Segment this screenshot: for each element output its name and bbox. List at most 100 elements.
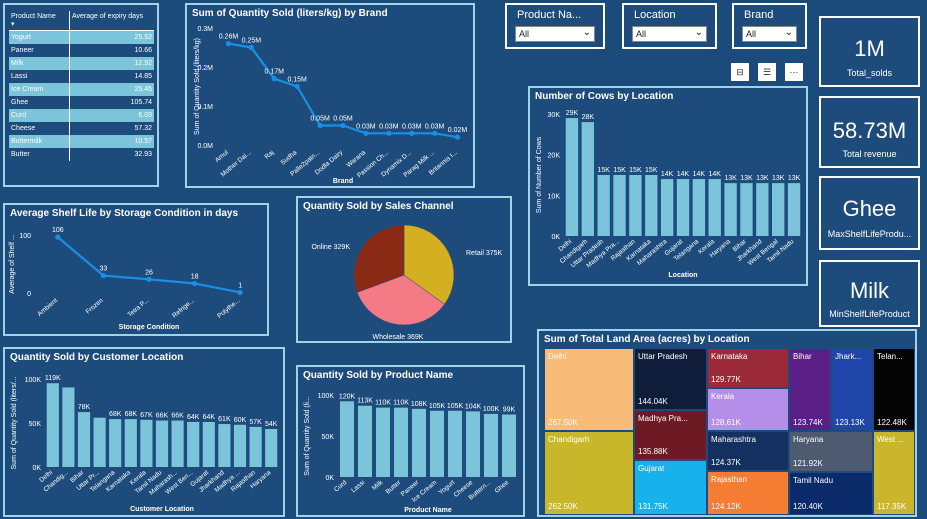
pie-slice[interactable] <box>403 224 455 305</box>
treemap-cell[interactable]: Kerala 128.61K <box>707 388 789 431</box>
bar[interactable] <box>265 428 278 467</box>
data-point[interactable] <box>340 122 346 129</box>
table-row[interactable]: Milk 12.92 <box>9 57 154 70</box>
treemap-cell[interactable]: Delhi 267.50K <box>544 348 634 431</box>
treemap-cell[interactable]: Gujarat 131.75K <box>634 460 707 515</box>
bar[interactable] <box>708 179 721 236</box>
bar[interactable] <box>756 183 769 236</box>
data-point[interactable] <box>248 44 254 51</box>
table-row[interactable]: Butter 32.93 <box>9 148 154 161</box>
bar[interactable] <box>375 407 391 477</box>
pie-slice[interactable] <box>356 274 445 326</box>
bar[interactable] <box>249 426 262 467</box>
location-slicer[interactable]: Location All ⌄ <box>622 3 717 49</box>
bar[interactable] <box>124 419 137 467</box>
data-point[interactable] <box>363 130 369 136</box>
bar[interactable] <box>772 183 785 236</box>
location-slicer-select[interactable]: All ⌄ <box>632 26 707 42</box>
brand-slicer-select[interactable]: All ⌄ <box>742 26 797 42</box>
bar[interactable] <box>233 424 247 467</box>
bar[interactable] <box>447 410 463 477</box>
bar[interactable] <box>140 419 153 467</box>
bar[interactable] <box>429 410 445 477</box>
bar[interactable] <box>357 405 373 477</box>
bar[interactable] <box>93 417 106 467</box>
treemap-cell[interactable]: Chandigarh 262.50K <box>544 431 634 515</box>
data-point[interactable] <box>225 41 232 47</box>
table-row[interactable]: Lassi 14.85 <box>9 70 154 83</box>
data-point[interactable] <box>386 130 392 136</box>
data-point[interactable] <box>192 280 198 287</box>
treemap-cell[interactable]: Maharashtra 124.37K <box>707 431 789 471</box>
data-point[interactable] <box>454 134 461 140</box>
bar[interactable] <box>77 412 91 467</box>
bar[interactable] <box>218 424 231 467</box>
table-row[interactable]: Cheese 57.32 <box>9 122 154 135</box>
data-point[interactable] <box>100 273 106 279</box>
treemap-cell[interactable]: Telan... 122.48K <box>873 348 915 431</box>
bar[interactable] <box>339 401 355 477</box>
chevron-down-icon[interactable]: ⌄ <box>694 27 703 38</box>
bar[interactable] <box>724 183 737 236</box>
bar[interactable] <box>597 175 610 236</box>
bar[interactable] <box>629 175 642 236</box>
data-point[interactable] <box>146 276 152 282</box>
bar[interactable] <box>787 183 801 236</box>
sort-desc-icon[interactable]: ▾ <box>11 21 15 28</box>
treemap-cell[interactable]: Jhark... 123.13K <box>831 348 873 431</box>
col-header-product[interactable]: Product Name <box>11 13 56 20</box>
chevron-down-icon[interactable]: ⌄ <box>784 27 793 38</box>
bar[interactable] <box>613 175 626 236</box>
data-point[interactable] <box>317 122 323 129</box>
brand-slicer[interactable]: Brand All ⌄ <box>732 3 807 49</box>
treemap-cell[interactable]: Tamil Nadu 120.40K <box>789 472 873 515</box>
treemap-cell[interactable]: Madhya Pra... 135.88K <box>634 410 707 460</box>
table-row[interactable]: Buttermilk 10.57 <box>9 135 154 148</box>
bar[interactable] <box>565 118 579 236</box>
treemap-cell[interactable]: Haryana 121.92K <box>789 431 873 472</box>
focus-mode-icon[interactable]: ☰ <box>758 63 776 81</box>
data-point[interactable] <box>294 83 300 90</box>
filter-icon[interactable]: ⊟ <box>731 63 749 81</box>
bar[interactable] <box>660 179 674 236</box>
data-point[interactable] <box>432 130 438 136</box>
table-row[interactable]: Yogurt 25.52 <box>9 30 154 44</box>
treemap-cell[interactable]: Bihar 123.74K <box>789 348 831 431</box>
bar[interactable] <box>393 407 409 477</box>
product-slicer-select[interactable]: All ⌄ <box>515 26 595 42</box>
bar[interactable] <box>46 383 59 467</box>
product-slicer[interactable]: Product Na... All ⌄ <box>505 3 605 49</box>
table-row[interactable]: Paneer 10.66 <box>9 44 154 57</box>
bar[interactable] <box>155 420 169 467</box>
more-options-icon[interactable]: ⋯ <box>785 63 803 81</box>
bar[interactable] <box>692 179 706 236</box>
treemap-cell[interactable]: Rajasthan 124.12K <box>707 471 789 515</box>
bar[interactable] <box>501 414 517 477</box>
bar[interactable] <box>411 408 427 477</box>
bar[interactable] <box>62 387 75 467</box>
bar[interactable] <box>202 421 215 467</box>
pie-slice[interactable] <box>353 224 405 293</box>
data-point[interactable] <box>271 76 277 82</box>
series-line[interactable] <box>57 236 241 294</box>
bar[interactable] <box>109 419 122 467</box>
table-row[interactable]: Curd 6.03 <box>9 109 154 122</box>
bar[interactable] <box>581 122 594 236</box>
table-row[interactable]: Ice Cream 25.46 <box>9 83 154 96</box>
bar[interactable] <box>465 411 481 477</box>
bar[interactable] <box>483 413 499 477</box>
treemap-cell[interactable]: Karnataka 129.77K <box>707 348 789 388</box>
data-point[interactable] <box>55 234 61 240</box>
chevron-down-icon[interactable]: ⌄ <box>582 27 591 38</box>
bar[interactable] <box>676 179 690 236</box>
table-row[interactable]: Ghee 105.74 <box>9 96 154 109</box>
data-point[interactable] <box>237 289 243 296</box>
bar[interactable] <box>187 421 200 467</box>
bar[interactable] <box>645 175 658 236</box>
bar[interactable] <box>740 183 753 236</box>
col-header-expiry[interactable]: Average of expiry days <box>72 13 144 20</box>
treemap-cell[interactable]: Uttar Pradesh 144.04K <box>634 348 707 410</box>
data-point[interactable] <box>409 130 415 136</box>
treemap-cell[interactable]: West ... 117.35K <box>873 431 915 515</box>
bar[interactable] <box>171 420 184 467</box>
